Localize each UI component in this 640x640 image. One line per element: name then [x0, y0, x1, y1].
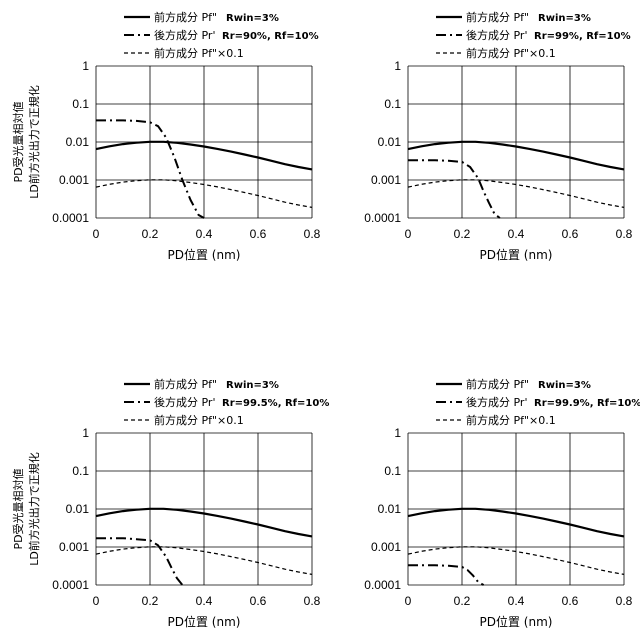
x-tick-label: 0.8 [304, 594, 321, 608]
x-tick-label: 0.6 [562, 594, 579, 608]
x-tick-label: 0 [93, 227, 100, 241]
legend-label: 後方成分 Pr' [154, 395, 215, 409]
x-axis-label: PD位置 (nm) [480, 614, 553, 629]
y-tick-label: 0.1 [72, 464, 89, 478]
y-axis-label-2: PD受光量相対値LD前方光出力で正規化 [11, 452, 41, 566]
x-tick-label: 0.2 [142, 594, 159, 608]
y-tick-label: 0.01 [378, 502, 402, 516]
y-tick-label: 0.1 [384, 464, 401, 478]
grid [408, 66, 624, 218]
x-tick-label: 0.4 [196, 594, 213, 608]
x-tick-label: 0.8 [304, 227, 321, 241]
legend-param: Rwin=3% [538, 380, 591, 391]
y-tick-label: 0.01 [378, 135, 402, 149]
series-line-dashdot [408, 565, 484, 585]
legend-param: Rwin=3% [538, 13, 591, 24]
legend-param: Rwin=3% [226, 380, 279, 391]
y-tick-label: 0.01 [66, 502, 90, 516]
legend-label: 後方成分 Pr' [154, 28, 215, 42]
y-tick-label: 0.001 [59, 173, 89, 187]
x-tick-label: 0.4 [508, 227, 525, 241]
x-axis-label: PD位置 (nm) [480, 247, 553, 262]
figure-canvas: 前方成分 Pf" Rwin=3% 後方成分 Pr' Rr=90%, Rf=10% 前方成… [0, 0, 640, 640]
y-tick-label: 0.0001 [364, 578, 401, 592]
y-tick-label: 0.001 [371, 173, 401, 187]
legend: 前方成分 Pf" Rwin=3% 後方成分 Pr' Rr=90%, Rf=10% 前方成… [124, 10, 319, 60]
x-axis-label: PD位置 (nm) [168, 614, 241, 629]
y-tick-label: 0.001 [59, 540, 89, 554]
y-tick-label: 0.0001 [364, 211, 401, 225]
x-tick-label: 0 [405, 594, 412, 608]
y-tick-label: 1 [82, 59, 89, 73]
chart-panel-1: 前方成分 Pf" Rwin=3% 後方成分 Pr' Rr=90%, Rf=10% 前方成… [52, 10, 320, 262]
legend: 前方成分 Pf" Rwin=3% 後方成分 Pr' Rr=99%, Rf=10% 前方成… [436, 10, 631, 60]
legend-param: Rr=99.5%, Rf=10% [222, 398, 329, 409]
x-tick-label: 0.8 [616, 227, 633, 241]
x-tick-label: 0.2 [142, 227, 159, 241]
y-axis-label-line2: LD前方光出力で正規化 [27, 85, 41, 199]
legend-label: 前方成分 Pf"×0.1 [154, 413, 244, 427]
legend-param: Rwin=3% [226, 13, 279, 24]
y-tick-label: 0.1 [384, 97, 401, 111]
legend-label: 前方成分 Pf" [466, 377, 529, 391]
grid [96, 433, 312, 585]
x-tick-label: 0.4 [508, 594, 525, 608]
legend-label: 前方成分 Pf"×0.1 [466, 46, 556, 60]
x-tick-label: 0.6 [562, 227, 579, 241]
legend-label: 前方成分 Pf"×0.1 [154, 46, 244, 60]
legend-param: Rr=99%, Rf=10% [534, 31, 631, 42]
x-tick-label: 0 [93, 594, 100, 608]
legend-param: Rr=99.9%, Rf=10% [534, 398, 640, 409]
legend-label: 前方成分 Pf" [154, 377, 217, 391]
chart-panel-3: 前方成分 Pf" Rwin=3% 後方成分 Pr' Rr=99.5%, Rf=10% 前… [52, 377, 329, 629]
grid [408, 433, 624, 585]
grid [96, 66, 312, 218]
x-tick-label: 0.6 [250, 227, 267, 241]
legend-label: 前方成分 Pf" [466, 10, 529, 24]
legend: 前方成分 Pf" Rwin=3% 後方成分 Pr' Rr=99.9%, Rf=10% 前… [436, 377, 640, 427]
x-axis-label: PD位置 (nm) [168, 247, 241, 262]
y-tick-label: 0.001 [371, 540, 401, 554]
x-tick-label: 0.4 [196, 227, 213, 241]
series-line-dashdot [96, 538, 182, 585]
chart-panel-4: 前方成分 Pf" Rwin=3% 後方成分 Pr' Rr=99.9%, Rf=10% 前… [364, 377, 640, 629]
legend-label: 前方成分 Pf"×0.1 [466, 413, 556, 427]
y-tick-label: 1 [82, 426, 89, 440]
y-tick-label: 0.0001 [52, 578, 89, 592]
x-tick-label: 0.2 [454, 594, 471, 608]
y-axis-label-line1: PD受光量相対値 [11, 468, 25, 549]
y-axis-label-1: PD受光量相対値LD前方光出力で正規化 [11, 85, 41, 199]
y-tick-label: 0.1 [72, 97, 89, 111]
series-line-dashdot [408, 160, 500, 218]
x-tick-label: 0.8 [616, 594, 633, 608]
y-axis-label-line1: PD受光量相対値 [11, 101, 25, 182]
y-tick-label: 1 [394, 426, 401, 440]
x-tick-label: 0.6 [250, 594, 267, 608]
y-tick-label: 0.0001 [52, 211, 89, 225]
legend: 前方成分 Pf" Rwin=3% 後方成分 Pr' Rr=99.5%, Rf=10% 前… [124, 377, 329, 427]
legend-label: 後方成分 Pr' [466, 395, 527, 409]
y-axis-label-line2: LD前方光出力で正規化 [27, 452, 41, 566]
chart-panel-2: 前方成分 Pf" Rwin=3% 後方成分 Pr' Rr=99%, Rf=10% 前方成… [364, 10, 632, 262]
legend-param: Rr=90%, Rf=10% [222, 31, 319, 42]
y-tick-label: 0.01 [66, 135, 90, 149]
x-tick-label: 0 [405, 227, 412, 241]
x-tick-label: 0.2 [454, 227, 471, 241]
legend-label: 前方成分 Pf" [154, 10, 217, 24]
y-tick-label: 1 [394, 59, 401, 73]
legend-label: 後方成分 Pr' [466, 28, 527, 42]
